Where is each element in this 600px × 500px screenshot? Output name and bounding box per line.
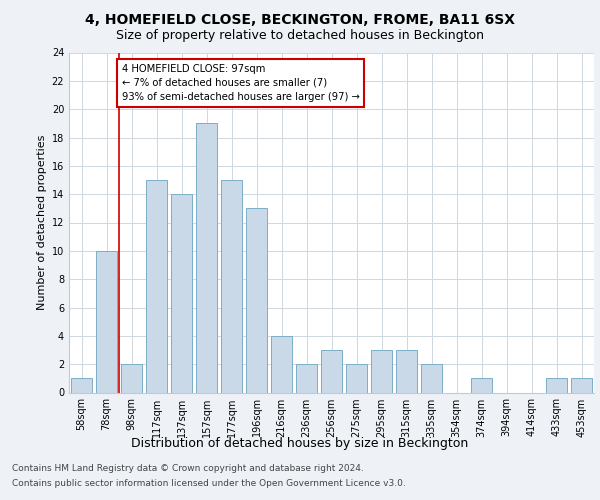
Bar — [546, 378, 567, 392]
Bar — [396, 350, 417, 393]
Text: 4, HOMEFIELD CLOSE, BECKINGTON, FROME, BA11 6SX: 4, HOMEFIELD CLOSE, BECKINGTON, FROME, B… — [85, 12, 515, 26]
Bar — [121, 364, 142, 392]
Bar — [196, 124, 217, 392]
Bar — [271, 336, 292, 392]
Bar — [571, 378, 592, 392]
Bar — [71, 378, 92, 392]
Text: 4 HOMEFIELD CLOSE: 97sqm
← 7% of detached houses are smaller (7)
93% of semi-det: 4 HOMEFIELD CLOSE: 97sqm ← 7% of detache… — [121, 64, 359, 102]
Text: Contains public sector information licensed under the Open Government Licence v3: Contains public sector information licen… — [12, 479, 406, 488]
Bar — [346, 364, 367, 392]
Bar — [296, 364, 317, 392]
Bar — [221, 180, 242, 392]
Bar — [321, 350, 342, 393]
Y-axis label: Number of detached properties: Number of detached properties — [37, 135, 47, 310]
Bar — [146, 180, 167, 392]
Bar — [96, 251, 117, 392]
Bar — [171, 194, 192, 392]
Bar — [371, 350, 392, 393]
Bar — [421, 364, 442, 392]
Text: Contains HM Land Registry data © Crown copyright and database right 2024.: Contains HM Land Registry data © Crown c… — [12, 464, 364, 473]
Text: Size of property relative to detached houses in Beckington: Size of property relative to detached ho… — [116, 29, 484, 42]
Text: Distribution of detached houses by size in Beckington: Distribution of detached houses by size … — [131, 438, 469, 450]
Bar — [246, 208, 267, 392]
Bar — [471, 378, 492, 392]
